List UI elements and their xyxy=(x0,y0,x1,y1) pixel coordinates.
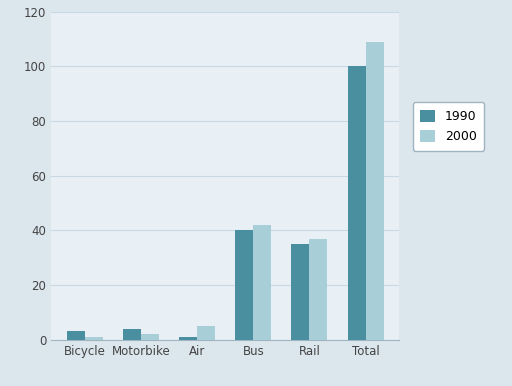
Bar xyxy=(348,66,366,340)
Bar xyxy=(123,329,141,340)
Bar xyxy=(141,334,159,340)
Bar xyxy=(236,230,253,340)
Bar xyxy=(366,42,383,340)
Bar xyxy=(291,244,309,340)
Bar xyxy=(253,225,271,340)
Legend: 1990, 2000: 1990, 2000 xyxy=(413,102,484,151)
Bar xyxy=(179,337,197,340)
Bar xyxy=(309,239,327,340)
Bar xyxy=(197,326,215,340)
Bar xyxy=(85,337,103,340)
Bar xyxy=(67,332,85,340)
